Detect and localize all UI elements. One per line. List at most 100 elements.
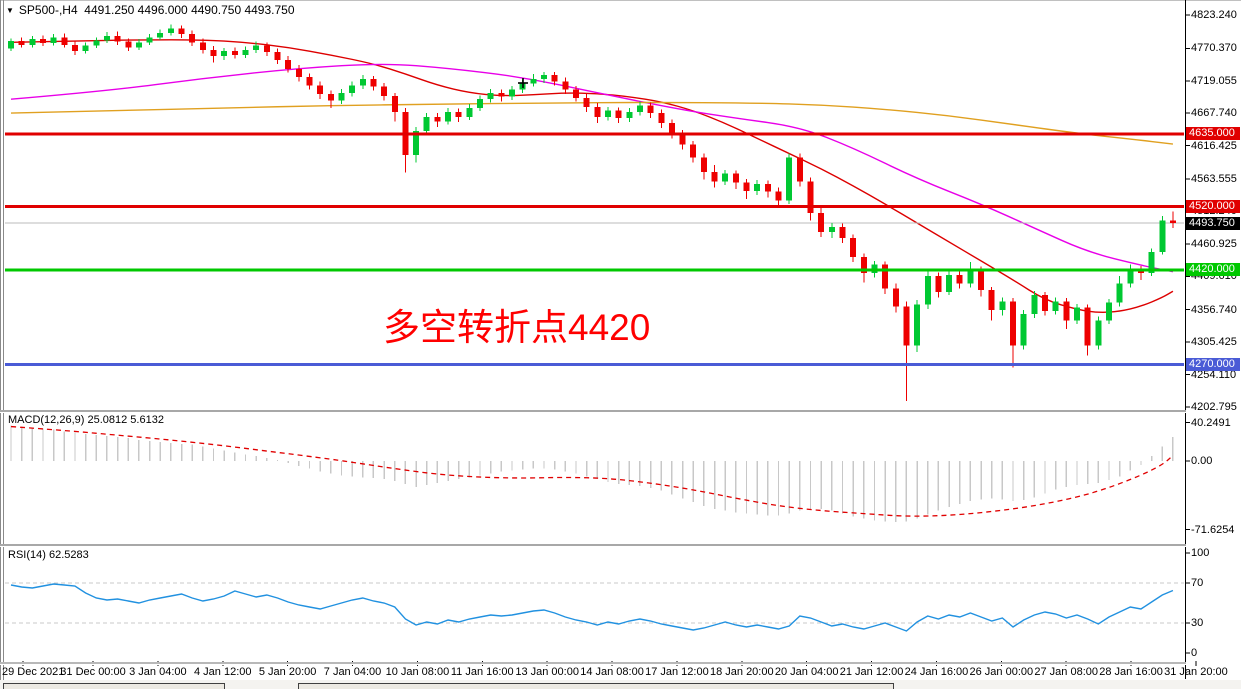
candle [317,81,324,100]
time-axis-separator [0,662,1186,665]
candle [306,73,313,90]
candle [1116,276,1123,307]
candle [1052,297,1059,315]
candle [924,269,931,309]
cross-marker[interactable] [518,78,528,88]
candle [338,89,345,105]
candle [1095,316,1102,350]
candle [1169,211,1176,229]
macd-axis-label: -71.6254 [1191,523,1235,536]
candle [498,89,505,102]
candle [1074,303,1080,325]
candle [178,25,185,38]
candle [647,102,654,119]
candle [1042,291,1049,316]
candle [914,300,921,352]
candle [221,48,228,61]
candle [381,82,388,101]
candle [263,42,270,57]
price-axis-label: 4667.740 [1191,107,1237,120]
candle [860,253,867,283]
candle [327,90,334,109]
rsi-axis-label: 70 [1191,577,1204,589]
macd-indicator-label: MACD(12,26,9) 25.0812 5.6132 [8,414,164,426]
rsi-line [10,583,1174,632]
candle [626,108,633,122]
macd-axis-label: 0.00 [1191,455,1213,467]
macd-histogram [10,425,1174,523]
candle [167,24,174,36]
candle [359,75,366,90]
candle [711,164,718,188]
candle [1159,216,1166,255]
chart-title: ▼ SP500-,H4 4491.250 4496.000 4490.750 44… [6,3,295,17]
candle [978,266,985,297]
candle [1063,298,1070,330]
candle [189,30,196,47]
candle [413,126,420,163]
candle [775,187,782,208]
current-price-badge: 4493.750 [1186,217,1240,230]
level-price-badge: 4520.000 [1186,200,1240,213]
level-price-badge: 4270.000 [1186,358,1240,371]
time-axis-label: 31 Dec 00:00 [60,666,126,678]
time-axis-label: 7 Jan 04:00 [323,666,382,678]
candle [477,95,484,112]
candle [764,180,771,198]
price-axis-label: 4770.370 [1191,42,1237,55]
bottom-panel-left[interactable] [3,683,225,689]
window-top-border [0,0,1241,1]
candlesticks [8,24,1176,402]
candle [892,283,899,313]
chevron-down-icon[interactable]: ▼ [6,6,14,15]
candle [999,297,1006,316]
time-axis-label: 5 Jan 20:00 [258,666,317,678]
candle [125,38,132,52]
time-axis-label: 14 Jan 08:00 [580,666,644,678]
panel-separator-macd[interactable] [0,410,1186,413]
candle [349,81,356,97]
candle [935,272,942,298]
candle [103,32,110,43]
candle [636,101,643,116]
candle [594,102,601,124]
candle [1031,291,1038,318]
price-axis-label: 4254.110 [1191,368,1237,381]
text-annotation[interactable]: 多空转折点4420 [383,307,651,348]
candle [604,106,611,121]
candle [1020,310,1027,350]
candle [253,41,260,54]
candle [668,119,675,139]
candle [796,153,803,187]
rsi-axis-label: 30 [1191,617,1204,629]
bottom-panel-right[interactable] [298,683,894,689]
macd-signal-line [10,425,1174,517]
candle [700,153,707,180]
time-axis-label: 24 Jan 16:00 [904,666,969,678]
time-axis-label: 3 Jan 04:00 [129,666,187,678]
candle [946,271,953,296]
candle [274,48,281,64]
candle [1010,298,1017,368]
time-axis-label: 21 Jan 12:00 [839,666,904,678]
candle [29,36,36,48]
candle [231,47,238,59]
time-axis-label: 18 Jan 20:00 [709,666,774,678]
candle [61,33,68,48]
candle [882,261,889,294]
level-price-badge: 4420.000 [1186,263,1240,276]
candle [8,38,14,52]
candle [82,42,89,54]
panel-separator-rsi[interactable] [0,544,1186,547]
ohlc-values: 4491.250 4496.000 4490.750 4493.750 [84,3,295,17]
candle [541,72,547,83]
candle [423,113,430,135]
candle [551,72,558,86]
candle [690,140,697,163]
ma-mid-line [10,63,1174,273]
candle [199,38,206,54]
candle [466,104,473,121]
chart-left-border [3,0,4,689]
